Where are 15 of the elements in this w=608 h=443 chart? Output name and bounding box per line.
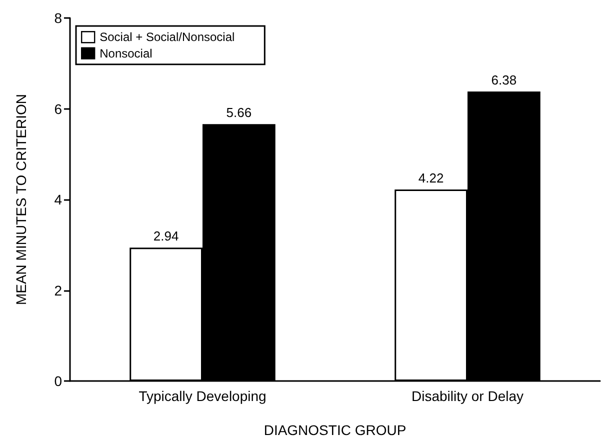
legend-label: Nonsocial xyxy=(100,46,152,60)
legend-label: Social + Social/Nonsocial xyxy=(100,30,235,44)
x-tick-label: Disability or Delay xyxy=(411,388,524,404)
y-tick-label: 6 xyxy=(54,100,62,117)
y-tick-label: 8 xyxy=(54,10,62,26)
y-tick-label: 0 xyxy=(54,373,62,389)
x-tick-label: Typically Developing xyxy=(138,388,266,404)
y-tick-label: 4 xyxy=(54,192,62,208)
data-label: 4.22 xyxy=(418,170,444,186)
data-label: 2.94 xyxy=(153,228,179,244)
data-label: 5.66 xyxy=(226,105,252,120)
y-tick-label: 2 xyxy=(54,282,62,298)
data-label: 6.38 xyxy=(491,72,517,88)
x-axis-title: DIAGNOSTIC GROUP xyxy=(264,422,406,438)
y-axis-title: MEAN MINUTES TO CRITERION xyxy=(13,94,29,306)
